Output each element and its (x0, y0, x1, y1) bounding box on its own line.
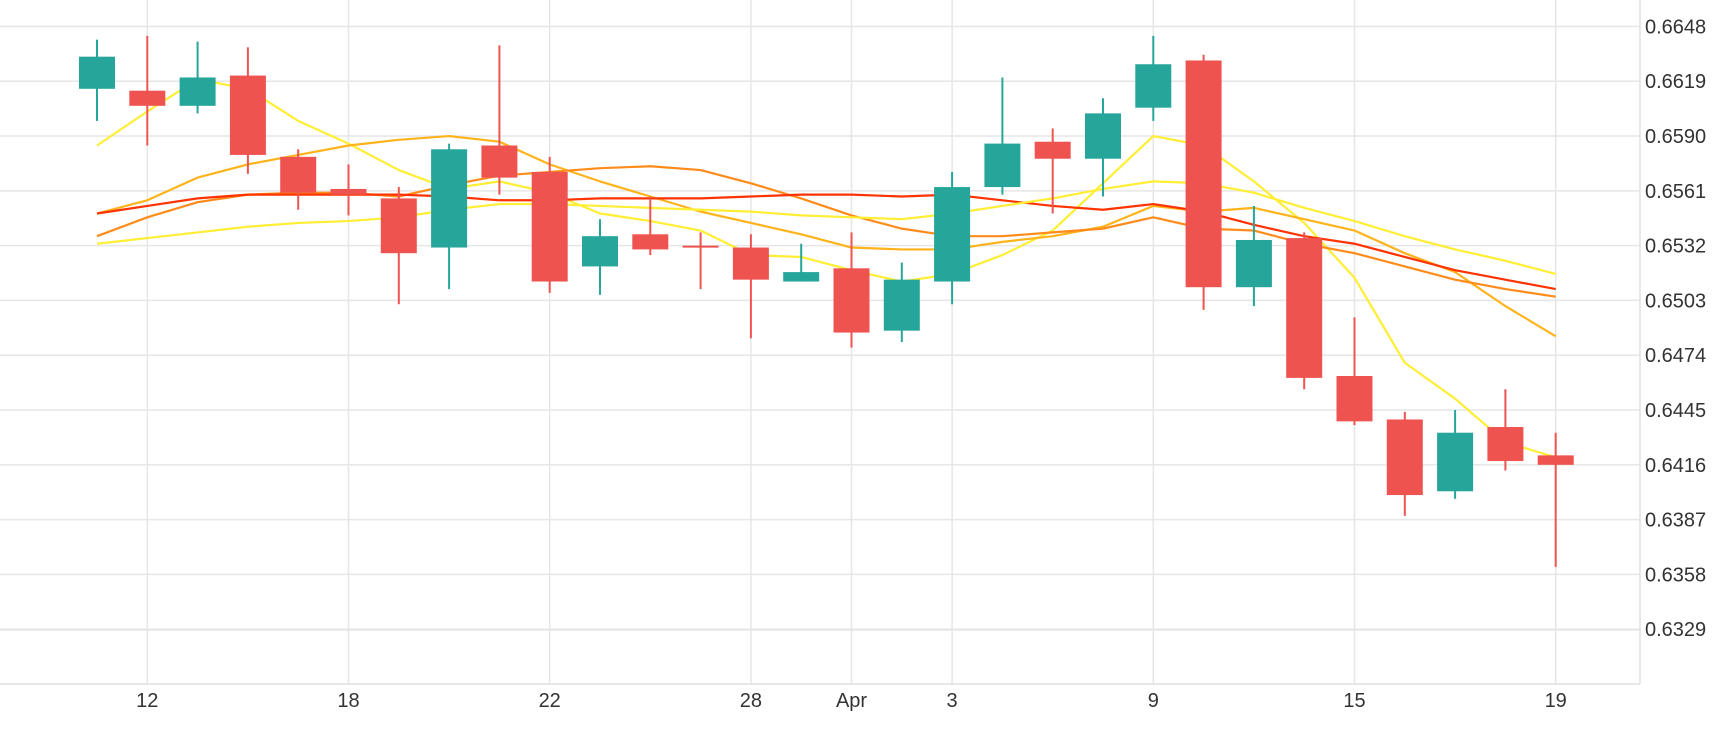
candle (179, 41, 216, 114)
y-tick-label: 0.6619 (1645, 71, 1706, 93)
candle-body (883, 279, 920, 331)
candle-body (1437, 432, 1474, 492)
candle-body (129, 90, 166, 106)
candle (783, 243, 820, 282)
candle (481, 45, 518, 195)
x-tick-label: 9 (1148, 690, 1159, 712)
x-tick-label: 19 (1545, 690, 1567, 712)
candle (883, 262, 920, 342)
moving-average-line (96, 134, 1557, 338)
y-tick-label: 0.6329 (1645, 619, 1706, 641)
candle (1336, 317, 1373, 426)
candle (582, 219, 618, 295)
candle (79, 39, 115, 121)
candle (1235, 205, 1272, 307)
candle (1487, 389, 1524, 471)
candle (1135, 35, 1172, 121)
candle-body (1386, 419, 1423, 496)
candle (531, 156, 568, 293)
candle (682, 232, 719, 290)
candle (431, 143, 468, 290)
candle (732, 234, 769, 339)
x-tick-label: 3 (947, 690, 958, 712)
candle-body (1286, 238, 1323, 378)
y-tick-label: 0.6532 (1645, 236, 1706, 258)
candle-body (79, 56, 115, 89)
candle-body (1135, 64, 1172, 108)
candle (1437, 410, 1474, 499)
candle (1085, 98, 1121, 197)
candle (1537, 432, 1574, 567)
candle (129, 35, 166, 146)
candle (934, 171, 971, 305)
candle (330, 164, 367, 216)
candle (632, 196, 669, 256)
candle (1386, 411, 1423, 516)
candle-body (1235, 239, 1272, 288)
candle-body (1537, 455, 1574, 465)
axes: 0.6648 0.6619 0.6590 0.6561 0.6532 0.6503 0.64… (0, 0, 1706, 712)
y-tick-label: 0.6358 (1645, 564, 1706, 586)
candle-body (984, 143, 1021, 188)
x-tick-label: 22 (539, 690, 561, 712)
candle-body (1185, 60, 1222, 288)
candle-body (1034, 141, 1071, 159)
x-tick-label: 28 (740, 690, 762, 712)
y-tick-label: 0.6648 (1645, 16, 1706, 38)
y-tick-label: 0.6474 (1645, 345, 1706, 367)
y-tick-label: 0.6416 (1645, 455, 1706, 477)
y-tick-label: 0.6503 (1645, 290, 1706, 312)
candle-body (531, 171, 568, 282)
candle (1286, 232, 1323, 390)
candle-body (1085, 113, 1121, 159)
y-tick-label: 0.6561 (1645, 181, 1706, 203)
candle-body (229, 75, 266, 155)
candle (229, 47, 266, 174)
candle-body (582, 236, 618, 267)
candle (280, 149, 317, 210)
candle (1185, 54, 1222, 310)
candle (833, 232, 870, 348)
candle-body (783, 272, 820, 282)
candle (380, 187, 417, 305)
x-tick-label: 12 (136, 690, 158, 712)
moving-average-line (96, 193, 1556, 291)
candles (79, 35, 1574, 567)
candle-body (833, 268, 870, 333)
y-tick-label: 0.6387 (1645, 510, 1706, 532)
moving-average-line (96, 78, 1557, 459)
candle-body (732, 247, 769, 280)
x-tick-label: 18 (337, 690, 359, 712)
candle-body (1336, 376, 1373, 422)
y-tick-label: 0.6445 (1645, 400, 1706, 422)
candle-body (934, 187, 971, 282)
candle-body (330, 188, 367, 195)
moving-average-line (96, 180, 1556, 276)
candle-body (632, 234, 669, 250)
candle-body (431, 149, 468, 248)
y-tick-label: 0.6590 (1645, 126, 1706, 148)
x-tick-label: 15 (1343, 690, 1365, 712)
candle-body (481, 145, 518, 178)
candle (984, 77, 1021, 195)
candle (1034, 128, 1071, 214)
candle-body (179, 77, 216, 106)
candle-body (682, 245, 719, 248)
candle-body (380, 198, 417, 254)
x-tick-label: Apr (836, 690, 867, 712)
candle-body (280, 156, 317, 193)
candle-body (1487, 427, 1524, 462)
